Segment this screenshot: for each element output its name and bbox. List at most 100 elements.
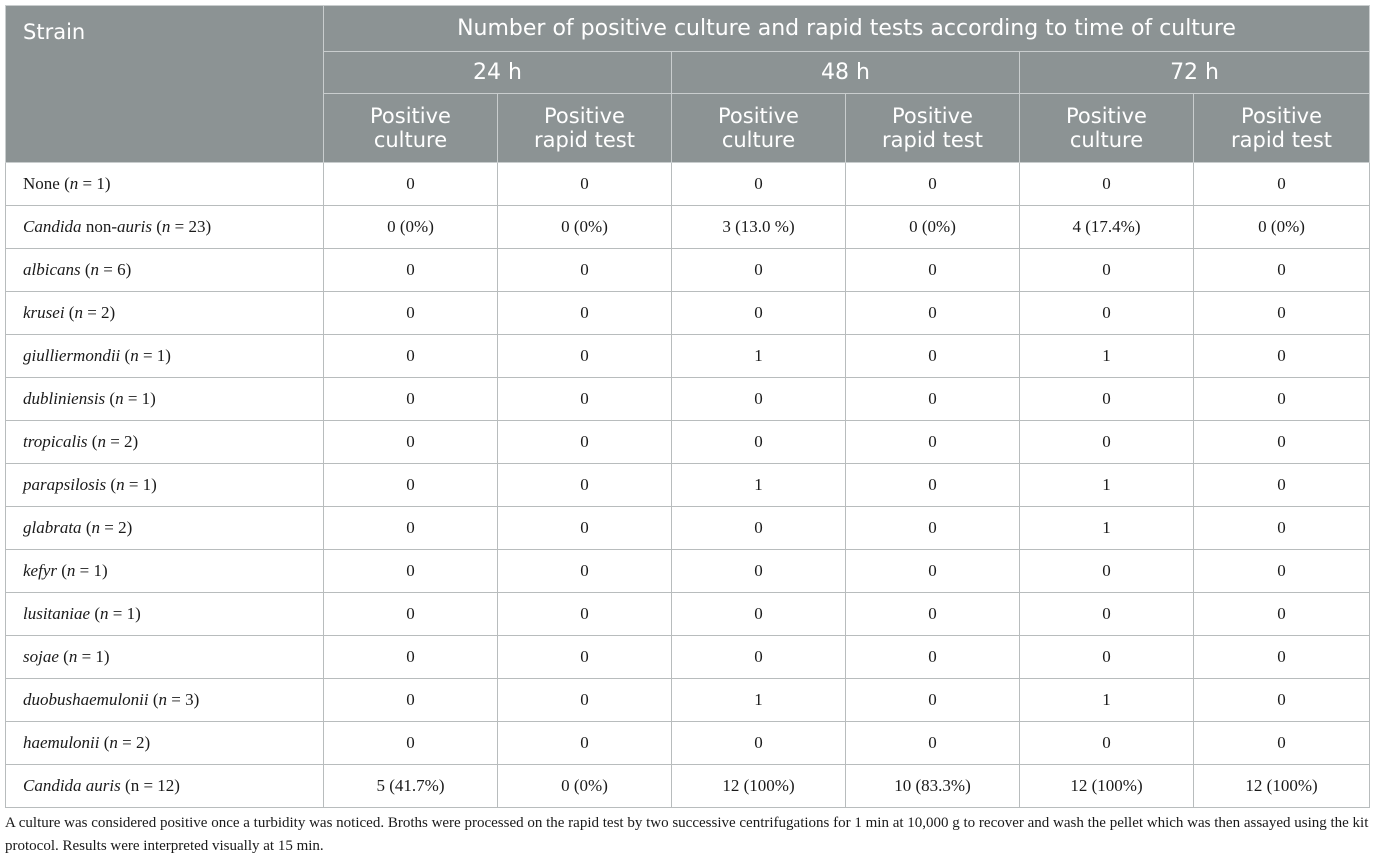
strain-name-part: Candida: [23, 217, 82, 236]
strain-name-part: n: [97, 432, 106, 451]
value-cell: 0: [1192, 420, 1371, 464]
subheader-positive-culture-24h: Positive culture: [323, 93, 498, 163]
value-cell: 0: [497, 506, 672, 550]
value-cell: 0: [845, 377, 1020, 421]
value-cell: 0: [1019, 549, 1194, 593]
value-cell: 0: [497, 334, 672, 378]
strain-name-part: lusitaniae: [23, 604, 91, 623]
strain-name-part: (: [80, 260, 91, 279]
table-row: haemulonii (n = 2) 0 0 0 0 0 0: [5, 721, 1371, 765]
value-cell: 0: [323, 291, 498, 335]
value-cell: 1: [1019, 678, 1194, 722]
value-cell: 1: [1019, 334, 1194, 378]
value-cell: 0: [497, 721, 672, 765]
strain-name-part: auris: [116, 217, 152, 236]
strain-name-part: = 1): [75, 561, 108, 580]
value-cell: 0: [671, 592, 846, 636]
strain-name-part: = 23): [170, 217, 212, 236]
subheader-line: Positive: [544, 104, 625, 128]
subheader-line: rapid test: [533, 128, 635, 152]
value-cell: 0: [1192, 592, 1371, 636]
strain-name-part: n: [74, 303, 83, 322]
value-cell: 0: [671, 377, 846, 421]
value-cell: 0: [1192, 721, 1371, 765]
strain-name-part: = 2): [105, 432, 139, 451]
value-cell: 0: [1019, 721, 1194, 765]
subheader-positive-rapid-72h: Positive rapid test: [1192, 93, 1371, 163]
subheader-positive-culture-72h: Positive culture: [1019, 93, 1194, 163]
strain-cell: giulliermondii (n = 1): [5, 334, 324, 378]
strain-name-part: glabrata: [23, 518, 82, 537]
strain-name-part: n: [91, 518, 100, 537]
strain-name-part: = 1): [78, 174, 111, 193]
value-cell: 5 (41.7%): [323, 764, 498, 808]
value-cell: 0 (0%): [497, 764, 672, 808]
value-cell: 0: [497, 420, 672, 464]
value-cell: 1: [671, 463, 846, 507]
strain-name-part: (: [81, 518, 92, 537]
value-cell: 0: [323, 549, 498, 593]
strain-name-part: Candida auris: [23, 776, 121, 795]
strain-name-part: = 3): [167, 690, 200, 709]
value-cell: 12 (100%): [671, 764, 846, 808]
strain-name-part: albicans: [23, 260, 81, 279]
subheader-line: Positive: [718, 104, 799, 128]
value-cell: 1: [1019, 463, 1194, 507]
strain-cell: kefyr (n = 1): [5, 549, 324, 593]
strain-name-part: = 1): [77, 647, 110, 666]
value-cell: 12 (100%): [1019, 764, 1194, 808]
value-cell: 0: [497, 291, 672, 335]
value-cell: 0: [323, 463, 498, 507]
value-cell: 0: [497, 549, 672, 593]
subheader-line: culture: [721, 128, 796, 152]
value-cell: 0: [323, 506, 498, 550]
time-header-72h: 72 h: [1018, 51, 1371, 94]
value-cell: 0: [671, 549, 846, 593]
value-cell: 0: [1192, 506, 1371, 550]
strain-name-part: (: [58, 647, 69, 666]
value-cell: 0: [323, 377, 498, 421]
subheader-line: Positive: [892, 104, 973, 128]
table-row: krusei (n = 2) 0 0 0 0 0 0: [5, 291, 1371, 335]
value-cell: 1: [671, 678, 846, 722]
value-cell: 0: [671, 506, 846, 550]
strain-cell: duobushaemulonii (n = 3): [5, 678, 324, 722]
strain-name-part: giulliermondii: [23, 346, 121, 365]
strain-cell: lusitaniae (n = 1): [5, 592, 324, 636]
value-cell: 0: [1019, 635, 1194, 679]
value-cell: 0: [323, 248, 498, 292]
strain-name-part: = 2): [82, 303, 116, 322]
strain-name-part: None (: [23, 174, 70, 193]
table-row: albicans (n = 6) 0 0 0 0 0 0: [5, 248, 1371, 292]
strain-cell: dubliniensis (n = 1): [5, 377, 324, 421]
table-row: kefyr (n = 1) 0 0 0 0 0 0: [5, 549, 1371, 593]
value-cell: 0: [1192, 248, 1371, 292]
strain-name-part: = 2): [99, 518, 133, 537]
value-cell: 12 (100%): [1192, 764, 1371, 808]
value-cell: 0: [323, 420, 498, 464]
value-cell: 0: [671, 721, 846, 765]
value-cell: 0 (0%): [845, 205, 1020, 249]
value-cell: 0: [1019, 291, 1194, 335]
subheader-line: rapid test: [881, 128, 983, 152]
value-cell: 0: [323, 678, 498, 722]
strain-name-part: = 1): [123, 389, 156, 408]
value-cell: 0: [671, 635, 846, 679]
value-cell: 10 (83.3%): [845, 764, 1020, 808]
strain-name-part: n: [66, 561, 76, 580]
strain-cell: tropicalis (n = 2): [5, 420, 324, 464]
subheader-line: culture: [373, 128, 448, 152]
value-cell: 0: [845, 721, 1020, 765]
time-header-24h: 24 h: [323, 51, 672, 94]
strain-name-part: (: [64, 303, 75, 322]
strain-name-part: dubliniensis: [23, 389, 106, 408]
subheader-line: Positive: [1066, 104, 1147, 128]
value-cell: 0: [1192, 463, 1371, 507]
table-row: duobushaemulonii (n = 3) 0 0 1 0 1 0: [5, 678, 1371, 722]
strain-name-part: parapsilosis: [23, 475, 107, 494]
table-row: glabrata (n = 2) 0 0 0 0 1 0: [5, 506, 1371, 550]
value-cell: 0: [1019, 420, 1194, 464]
strain-name-part: (: [120, 346, 131, 365]
strain-cell: albicans (n = 6): [5, 248, 324, 292]
value-cell: 0: [497, 678, 672, 722]
